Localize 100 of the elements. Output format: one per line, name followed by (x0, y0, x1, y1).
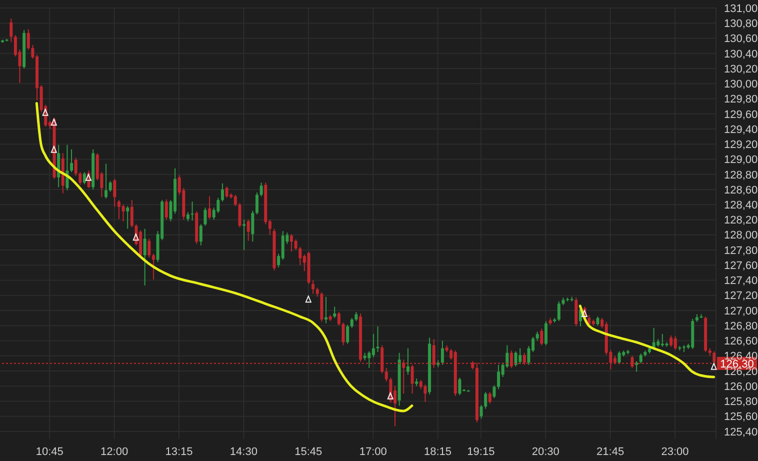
x-tick-label: 23:00 (661, 446, 689, 458)
candlestick (104, 163, 108, 200)
candlestick (376, 326, 380, 353)
candlestick (440, 340, 444, 366)
candlestick (148, 238, 151, 258)
y-tick-label: 130,20 (724, 63, 758, 76)
candlestick (670, 334, 673, 348)
candlestick (406, 348, 410, 376)
y-tick-label: 126,00 (724, 380, 758, 393)
candlestick (126, 206, 130, 230)
y-tick-label: 129,00 (724, 154, 758, 166)
point (42, 108, 48, 116)
x-tick-label: 10:45 (36, 446, 64, 458)
x-tick-label: 20:30 (532, 446, 560, 458)
candlestick (78, 172, 82, 186)
candlestick (294, 238, 298, 250)
y-tick-label: 130,00 (724, 78, 758, 91)
point (50, 146, 57, 153)
y-tick-label: 127,00 (724, 305, 758, 318)
point (387, 392, 394, 400)
x-tick-label: 13:15 (165, 446, 193, 458)
candlestick (113, 178, 116, 208)
candlestick (246, 219, 250, 242)
y-tick-label: 127,40 (724, 275, 758, 288)
candlestick (635, 360, 638, 372)
y-tick-label: 127,80 (724, 244, 758, 257)
y-tick-label: 127,20 (724, 290, 758, 302)
candlestick (342, 322, 345, 346)
candlestick (384, 367, 388, 382)
candlestick (186, 212, 190, 222)
candlestick (337, 311, 340, 326)
candlestick (514, 350, 518, 367)
candlestick (74, 157, 78, 176)
y-tick-label: 126,80 (724, 320, 758, 332)
x-tick-label: 14:30 (230, 446, 258, 458)
point (50, 118, 57, 126)
y-tick-label: 127,60 (724, 260, 758, 272)
candlestick (143, 228, 146, 286)
candlestick (333, 306, 336, 319)
candlestick (346, 324, 350, 344)
candlestick (536, 331, 539, 342)
point (132, 234, 139, 241)
candlestick (216, 197, 220, 214)
y-tick-label: 128,20 (724, 214, 758, 227)
candlestick (164, 198, 168, 220)
candlestick (190, 201, 194, 221)
line-series (578, 304, 716, 378)
y-tick-label: 128,00 (724, 230, 758, 242)
y-tick-label: 129,80 (724, 94, 758, 106)
candlestick (10, 18, 13, 43)
candlestick (225, 186, 228, 198)
candlestick (410, 364, 414, 394)
candlestick (70, 148, 74, 173)
candlestick (220, 182, 224, 202)
candlestick (26, 28, 30, 50)
y-tick-label: 128,60 (724, 184, 758, 196)
candlestick (497, 364, 500, 390)
candlestick (251, 210, 254, 242)
candlestick (82, 172, 86, 185)
candlestick (458, 377, 462, 396)
candlestick (152, 253, 155, 280)
x-tick-label: 12:00 (100, 446, 128, 458)
candlestick (674, 336, 677, 350)
y-tick-label: 130,80 (724, 18, 758, 30)
candlestick (419, 380, 422, 390)
candlestick (639, 353, 642, 364)
candlestick (488, 392, 492, 404)
point (305, 296, 312, 303)
x-tick-label: 21:45 (596, 446, 624, 458)
candlestick (130, 200, 134, 228)
candlestick (354, 311, 358, 322)
candlestick (424, 384, 427, 402)
candlestick (238, 202, 242, 228)
candlestick (312, 280, 315, 294)
candlestick (540, 328, 544, 346)
candlestick (350, 318, 354, 328)
point (85, 174, 92, 181)
candlestick (242, 219, 246, 250)
y-tick-label: 128,40 (724, 200, 758, 212)
candlestick (518, 348, 522, 365)
candlestick (108, 180, 112, 192)
candlestick (480, 404, 483, 420)
candlestick (368, 350, 371, 368)
y-tick-label: 130,60 (724, 33, 758, 46)
candlestick (618, 350, 621, 365)
candlestick (199, 224, 202, 246)
candlestick (557, 300, 560, 322)
y-tick-label: 129,40 (724, 124, 758, 136)
candlestick (298, 246, 302, 266)
candlestick (492, 384, 496, 399)
x-tick-label: 18:15 (424, 446, 452, 458)
candlestick (484, 392, 488, 410)
y-tick-label: 129,20 (724, 139, 758, 152)
y-tick-label: 129,60 (724, 108, 758, 121)
x-tick-label: 17:00 (359, 446, 387, 458)
line-series (35, 102, 414, 412)
y-tick-label: 125,40 (724, 426, 758, 438)
y-tick-label: 126,60 (724, 336, 758, 348)
candlestick (596, 316, 600, 326)
candlestick (204, 207, 207, 226)
